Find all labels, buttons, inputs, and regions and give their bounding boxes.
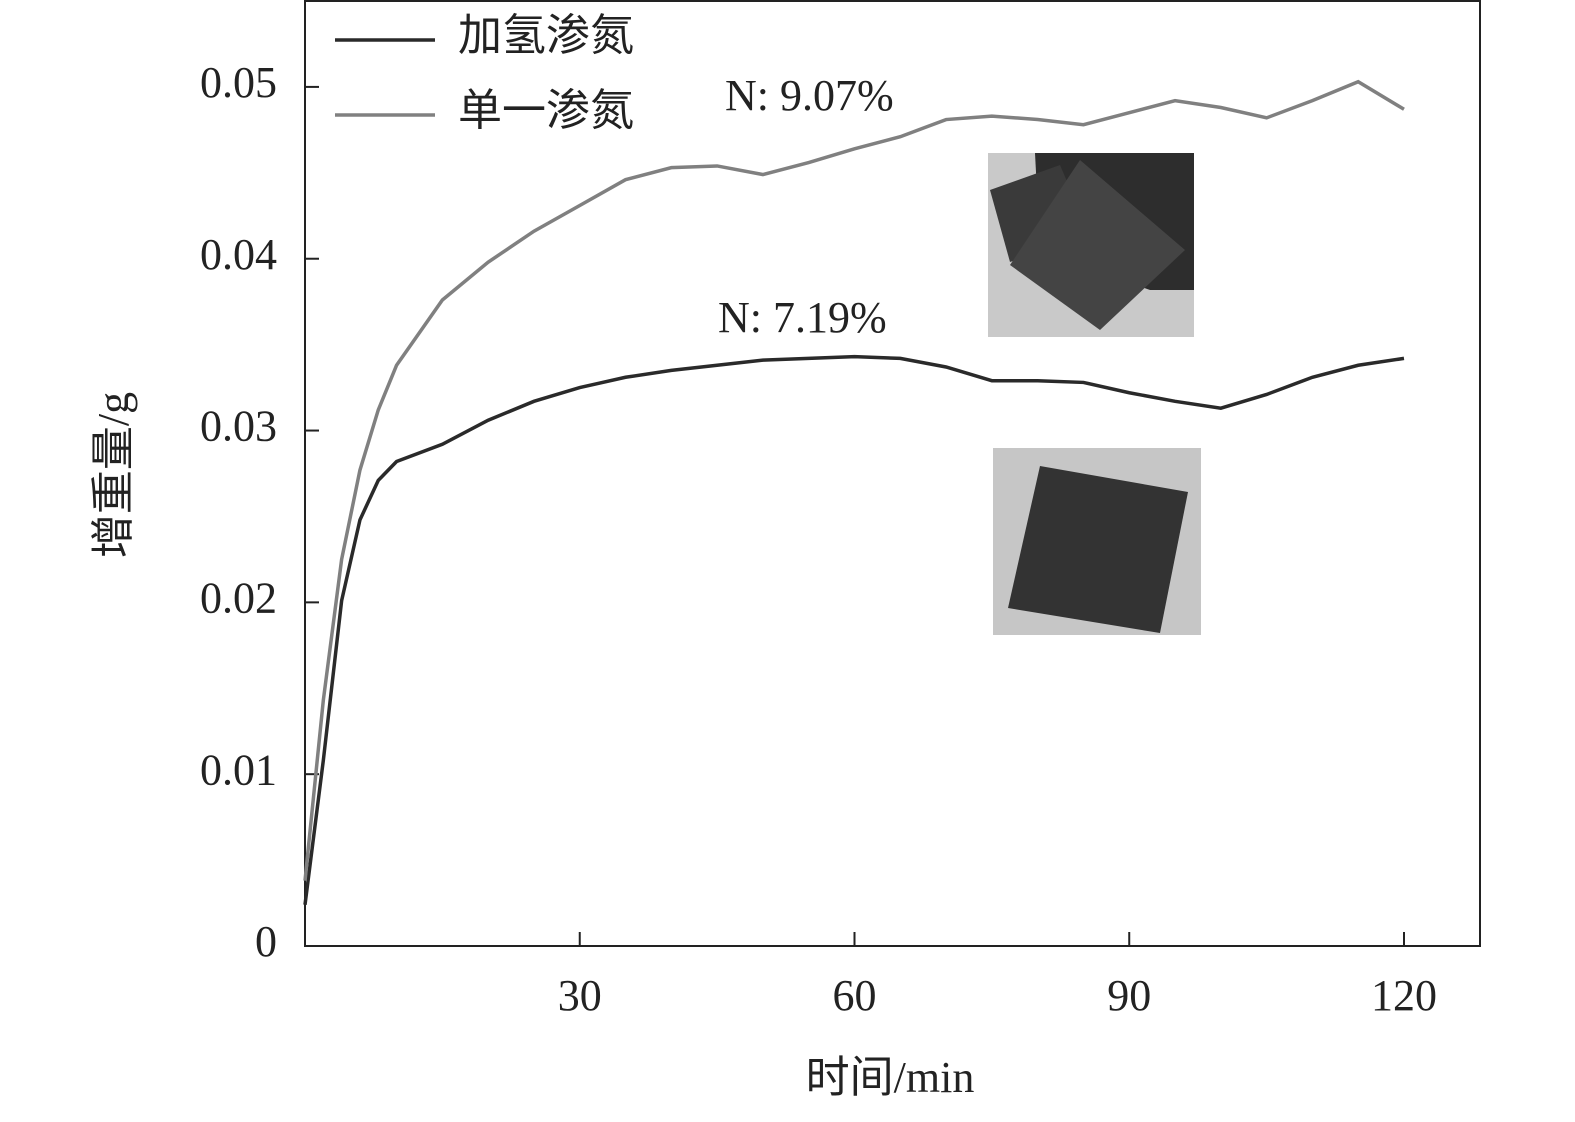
x-tick-label: 30	[558, 971, 602, 1020]
legend-label: 加氢渗氮	[458, 11, 634, 60]
y-axis-label: 增重量/g	[89, 392, 138, 558]
y-tick-label: 0	[255, 917, 277, 966]
x-tick-label: 60	[832, 971, 876, 1020]
x-tick-label: 120	[1371, 971, 1437, 1020]
sample-photo	[993, 448, 1201, 635]
legend-label: 单一渗氮	[458, 86, 634, 135]
y-tick-label: 0.01	[200, 745, 277, 794]
annotation: N: 9.07%	[725, 71, 894, 120]
x-axis-label: 时间/min	[806, 1053, 975, 1102]
y-tick-label: 0.05	[200, 58, 277, 107]
series-line	[303, 79, 1405, 881]
plot-frame	[304, 0, 1481, 947]
series-line	[303, 354, 1405, 905]
sample-photo	[988, 153, 1194, 337]
y-tick-label: 0.02	[200, 573, 277, 622]
annotation: N: 7.19%	[718, 293, 887, 342]
x-tick-label: 90	[1107, 971, 1151, 1020]
y-tick-label: 0.03	[200, 402, 277, 451]
y-tick-label: 0.04	[200, 230, 277, 279]
